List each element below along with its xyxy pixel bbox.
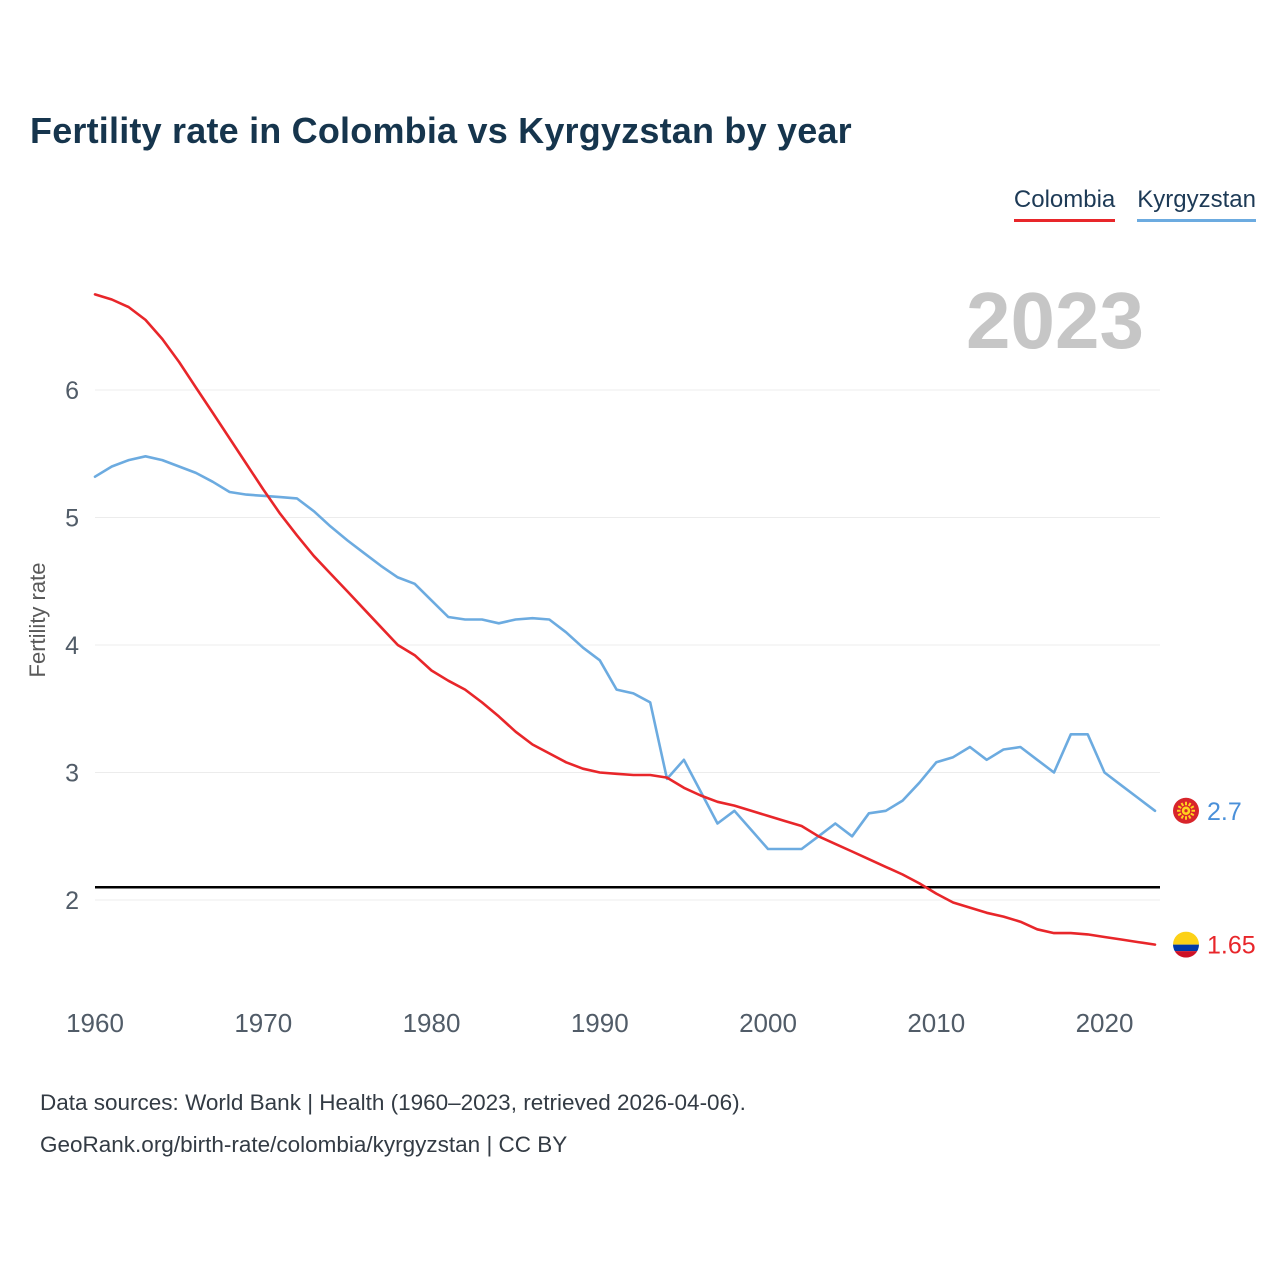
- kyrgyzstan-flag-icon: [1173, 797, 1199, 824]
- chart-svg: 2 3 4 5 6 1960 1970 1980 1990 2000 2010 2020 2023 Fer…: [25, 276, 1256, 1038]
- y-tick-label: 5: [65, 505, 79, 533]
- chart-legend: Colombia Kyrgyzstan: [1013, 186, 1256, 222]
- y-tick-label: 4: [65, 632, 79, 660]
- end-value-label-colombia: 1.65: [1207, 932, 1256, 960]
- x-tick-label: 2000: [739, 1008, 797, 1038]
- end-value-label-kyrgyzstan: 2.7: [1207, 798, 1242, 826]
- attribution-text: GeoRank.org/birth-rate/colombia/kyrgyzst…: [40, 1131, 568, 1157]
- chart-footer: Data sources: World Bank | Health (1960–…: [40, 1082, 746, 1165]
- x-tick-label: 1980: [403, 1008, 461, 1038]
- y-axis-title: Fertility rate: [25, 563, 50, 678]
- data-sources-text: Data sources: World Bank | Health (1960–…: [40, 1090, 746, 1115]
- x-tick-label: 1970: [234, 1008, 292, 1038]
- year-watermark: 2023: [966, 276, 1144, 365]
- colombia-flag-icon: [1173, 931, 1199, 958]
- x-tick-label: 1990: [571, 1008, 629, 1038]
- x-tick-label: 1960: [66, 1008, 124, 1038]
- fertility-chart: 2 3 4 5 6 1960 1970 1980 1990 2000 2010 2020 2023 Fer…: [0, 230, 1280, 1070]
- x-tick-label: 2020: [1076, 1008, 1134, 1038]
- page-title: Fertility rate in Colombia vs Kyrgyzstan…: [30, 110, 852, 151]
- legend-item-colombia[interactable]: Colombia: [1013, 186, 1116, 222]
- series-line-kyrgyzstan: [93, 455, 1157, 851]
- x-tick-label: 2010: [907, 1008, 965, 1038]
- y-tick-label: 3: [65, 760, 79, 788]
- y-tick-label: 2: [65, 887, 79, 915]
- series-line-colombia: [93, 293, 1157, 946]
- y-tick-label: 6: [65, 377, 79, 405]
- legend-item-kyrgyzstan[interactable]: Kyrgyzstan: [1137, 186, 1256, 222]
